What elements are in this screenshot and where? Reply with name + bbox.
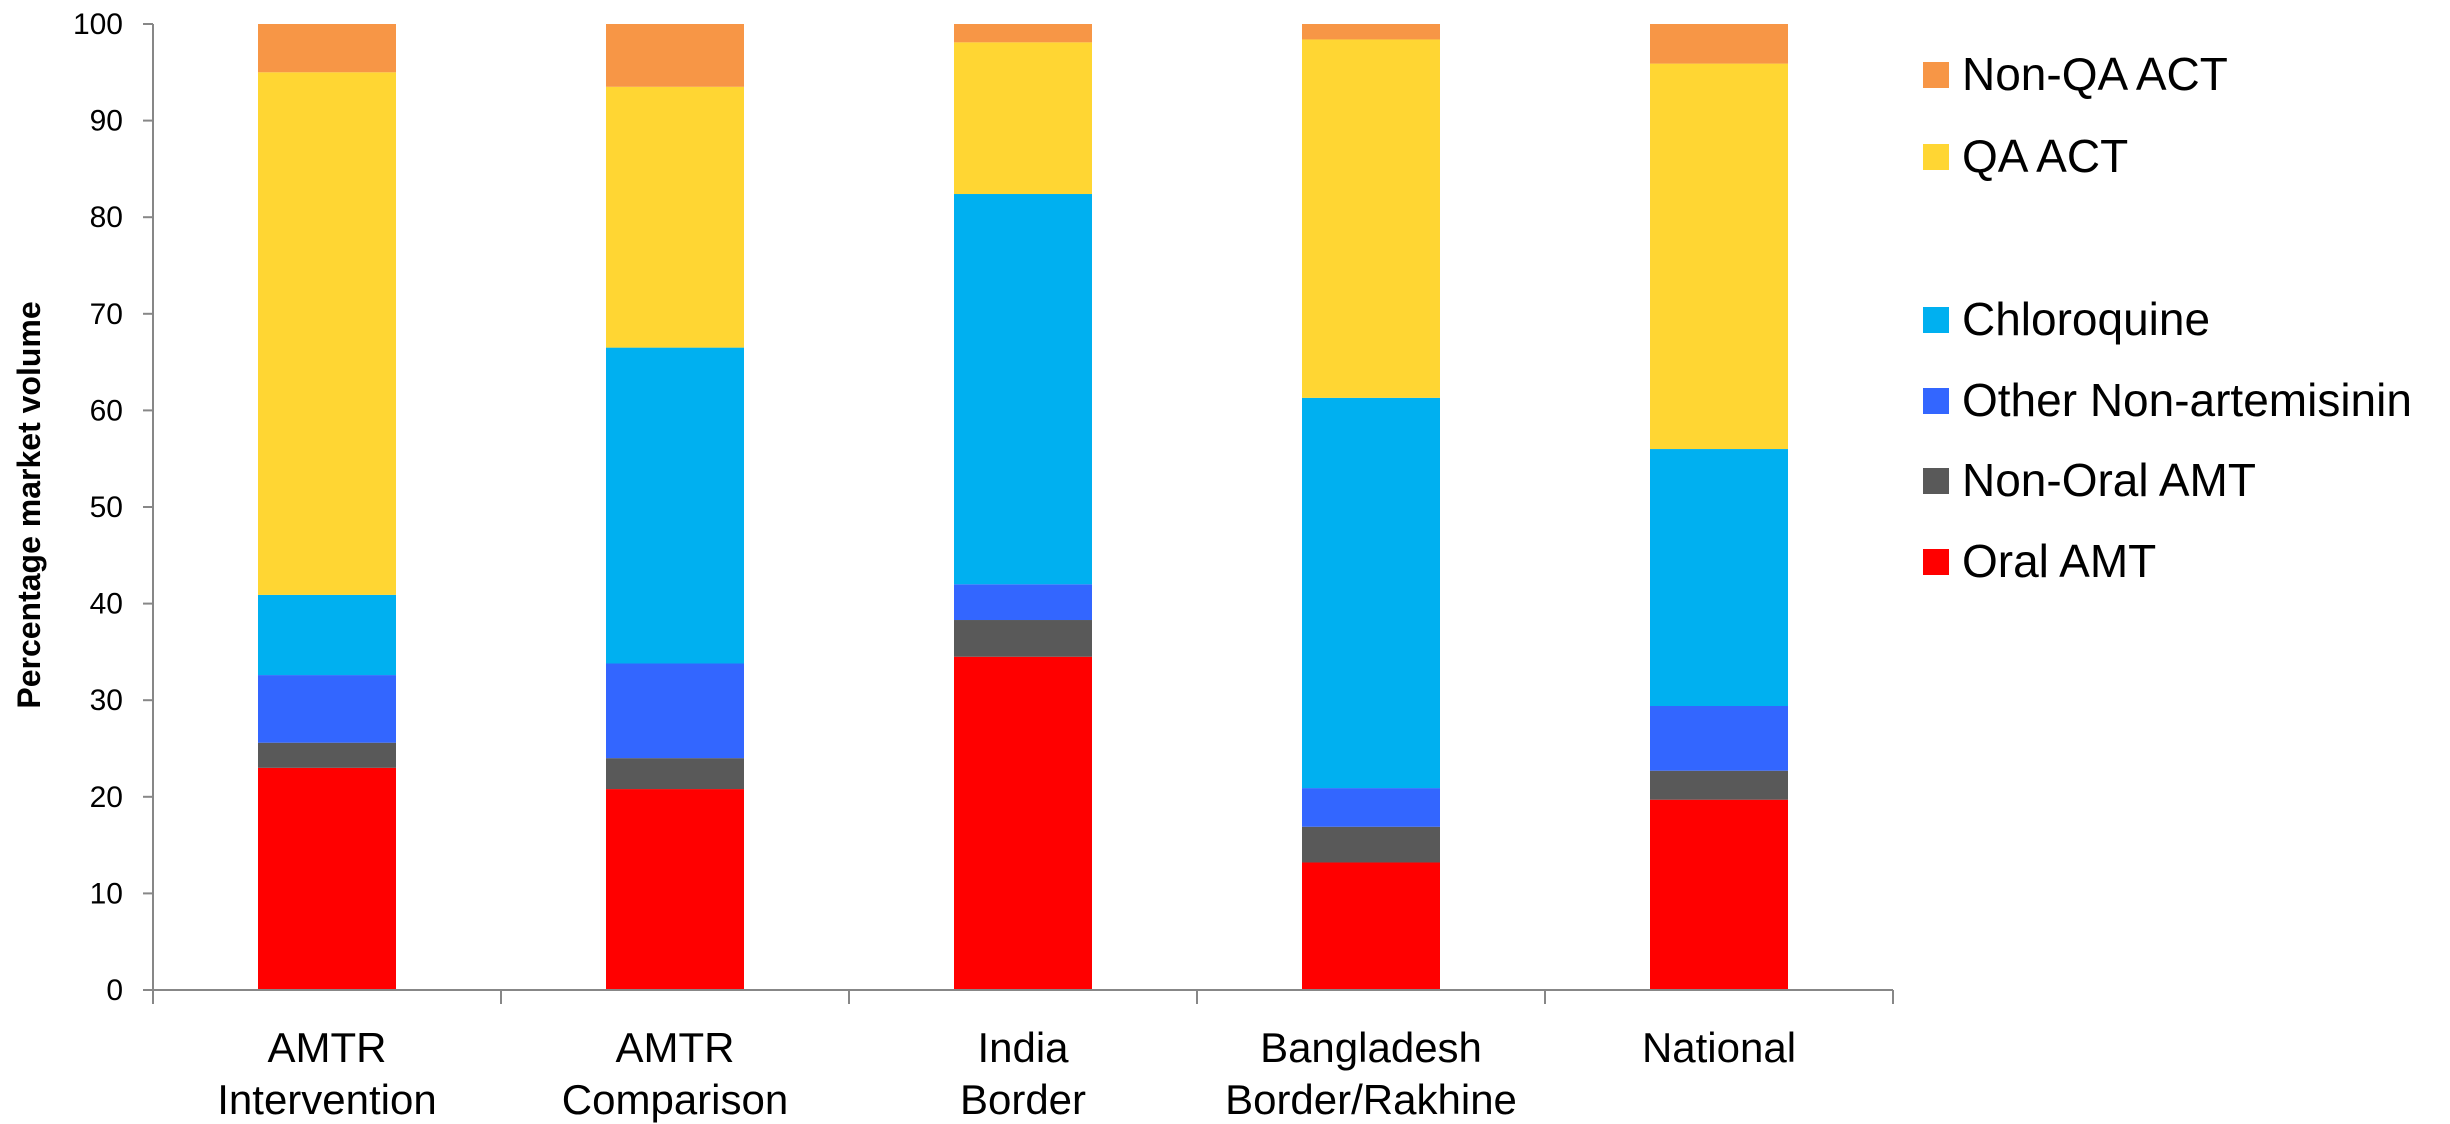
bar-qa-act-3 [954,42,1092,195]
bar-non-oral-amt-5 [1650,770,1788,800]
bar-other-non-artemisinin-4 [1302,788,1440,827]
legend-swatch-chloroquine [1923,307,1949,333]
legend-label-chloroquine: Chloroquine [1962,293,2210,345]
y-tick-label-80: 80 [90,201,123,234]
bar-oral-amt-1 [258,767,396,990]
bar-chloroquine-3 [954,194,1092,585]
y-tick-label-0: 0 [106,974,123,1007]
bar-chloroquine-5 [1650,449,1788,706]
bar-qa-act-5 [1650,63,1788,450]
bar-other-non-artemisinin-1 [258,675,396,743]
y-tick-label-60: 60 [90,394,123,427]
bar-oral-amt-2 [606,789,744,990]
legend-swatch-oral-amt [1923,549,1949,575]
bar-oral-amt-4 [1302,862,1440,990]
legend-label-oral-amt: Oral AMT [1962,535,2156,587]
bar-non-qa-act-4 [1302,24,1440,40]
bar-other-non-artemisinin-2 [606,663,744,759]
bar-qa-act-4 [1302,39,1440,398]
bar-chloroquine-2 [606,347,744,664]
bar-chloroquine-1 [258,594,396,676]
x-category-label-2: AMTR Comparison [562,1024,788,1123]
bar-qa-act-2 [606,86,744,348]
legend-label-other-non-artemisinin: Other Non-artemisinin [1962,374,2412,426]
bar-non-oral-amt-2 [606,758,744,790]
bar-non-oral-amt-4 [1302,826,1440,863]
legend: Non-QA ACT QA ACT Chloroquine Other Non-art… [1923,48,2412,587]
legend-swatch-non-qa-act [1923,62,1949,88]
legend-label-qa-act: QA ACT [1962,130,2128,182]
x-category-label-1: AMTR Intervention [217,1024,436,1123]
y-tick-label-40: 40 [90,588,123,621]
bar-qa-act-1 [258,72,396,595]
bar-non-qa-act-3 [954,24,1092,43]
legend-swatch-non-oral-amt [1923,468,1949,494]
x-category-label-4: Bangladesh Border/Rakhine [1225,1024,1517,1123]
bar-oral-amt-5 [1650,799,1788,990]
legend-label-non-oral-amt: Non-Oral AMT [1962,454,2256,506]
y-tick-label-90: 90 [90,105,123,138]
y-tick-label-20: 20 [90,781,123,814]
bar-non-qa-act-2 [606,24,744,87]
axes-group: 0 10 20 30 40 50 60 70 80 90 100 AMTR Intervention AM… [73,8,1894,1123]
y-axis-title: Percentage market volume [11,301,47,708]
y-tick-label-100: 100 [73,8,123,41]
bars-group [258,24,1788,990]
bar-oral-amt-3 [954,656,1092,990]
y-tick-label-10: 10 [90,877,123,910]
legend-swatch-qa-act [1923,144,1949,170]
y-tick-label-30: 30 [90,684,123,717]
bar-chloroquine-4 [1302,397,1440,789]
legend-label-non-qa-act: Non-QA ACT [1962,48,2228,100]
bar-non-oral-amt-1 [258,742,396,768]
bar-non-qa-act-1 [258,24,396,73]
y-tick-label-70: 70 [90,298,123,331]
bar-other-non-artemisinin-5 [1650,705,1788,771]
x-category-label-5: National [1642,1024,1796,1071]
legend-swatch-other-non-artemisinin [1923,388,1949,414]
y-tick-label-50: 50 [90,491,123,524]
bar-non-qa-act-5 [1650,24,1788,64]
x-category-label-3: India Border [960,1024,1086,1123]
bar-other-non-artemisinin-3 [954,584,1092,621]
bar-non-oral-amt-3 [954,620,1092,657]
